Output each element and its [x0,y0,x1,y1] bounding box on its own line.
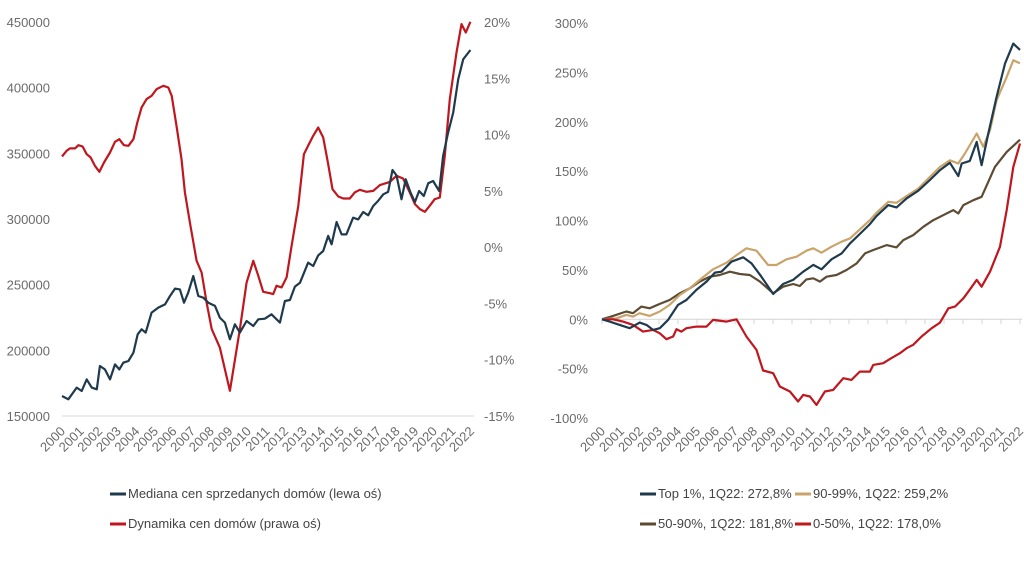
left-chart-house-prices: 150000 200000 250000 300000 350000 400000 4500… [7,15,515,531]
legend-item-50-90-label: 50-90%, 1Q22: 181,8% [658,516,794,531]
legend-item-90-99-label: 90-99%, 1Q22: 259,2% [813,486,949,501]
y-right-tick-label: 10% [484,128,510,143]
legend-item-top-1-label: Top 1%, 1Q22: 272,8% [658,486,792,501]
y-tick-label: 100% [555,214,589,229]
series-line-top-1 [601,42,1021,331]
y-right-tick-label: -15% [484,409,515,424]
y-left-tick-label: 300000 [7,212,50,227]
y-tick-label: 150% [555,164,589,179]
y-tick-label: 300% [555,16,589,31]
right-chart-wealth-groups: -100%-50%0%50%100%150%200%250%300%200020… [550,16,1024,531]
legend-item-dynamika-label: Dynamika cen domów (prawa oś) [128,516,321,531]
y-tick-label: 50% [562,263,588,278]
y-right-tick-label: 15% [484,71,510,86]
y-left-tick-label: 350000 [7,146,50,161]
y-right-tick-label: -5% [484,296,508,311]
series-line-50-90 [601,138,1021,321]
y-right-tick-label: 5% [484,184,503,199]
y-left-tick-label: 400000 [7,81,50,96]
y-left-tick-label: 450000 [7,15,50,30]
y-left-tick-label: 200000 [7,343,50,358]
series-line-dynamika [61,21,472,392]
y-left-tick-label: 150000 [7,409,50,424]
y-right-tick-label: -10% [484,353,515,368]
y-tick-label: -100% [550,411,588,426]
series-line-90-99 [601,59,1021,321]
y-tick-label: 200% [555,115,589,130]
series-line-mediana [61,49,472,401]
y-tick-label: -50% [558,362,589,377]
y-right-tick-label: 20% [484,15,510,30]
y-right-tick-label: 0% [484,240,503,255]
legend-item-mediana-label: Mediana cen sprzedanych domów (lewa oś) [128,486,382,501]
y-left-tick-label: 250000 [7,278,50,293]
y-tick-label: 0% [569,312,588,327]
y-tick-label: 250% [555,65,589,80]
series-line-0-50 [602,143,1022,406]
legend-item-0-50-label: 0-50%, 1Q22: 178,0% [813,516,941,531]
